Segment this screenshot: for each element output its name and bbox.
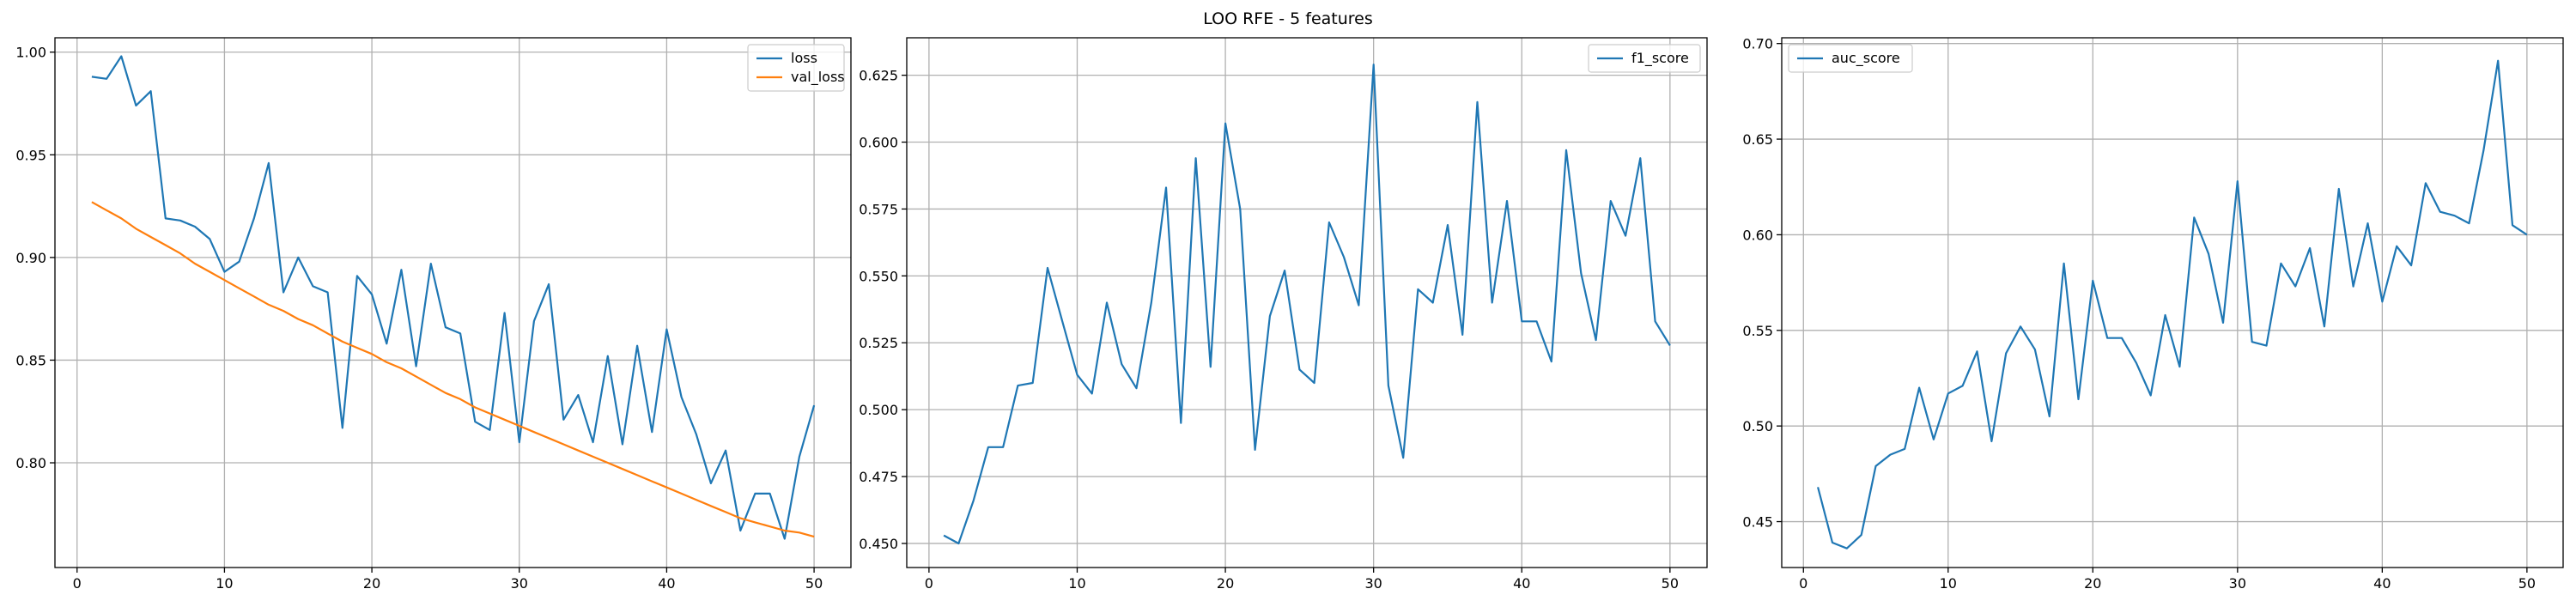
figure-title: LOO RFE - 5 features <box>1203 9 1373 28</box>
x-tick-label: 0 <box>1799 575 1807 592</box>
y-tick-label: 0.500 <box>859 402 898 418</box>
y-tick-label: 0.625 <box>859 68 898 84</box>
x-tick-label: 10 <box>1940 575 1957 592</box>
legend-label: loss <box>791 50 817 66</box>
x-tick-label: 30 <box>1364 575 1382 592</box>
series-line-loss <box>91 55 816 540</box>
x-tick-label: 50 <box>1662 575 1679 592</box>
y-tick-label: 0.475 <box>859 469 898 485</box>
axes-frame <box>54 37 852 568</box>
auc-score-panel: 0 10 20 30 40 50 0.45 0.50 0.55 0.60 0.65 0.70 auc_s… <box>1742 36 2564 592</box>
y-tick-label: 0.95 <box>15 147 46 163</box>
y-tick-label: 1.00 <box>15 45 46 61</box>
legend: auc_score <box>1788 44 1913 73</box>
legend-label: val_loss <box>791 69 845 86</box>
y-tick-label: 0.575 <box>859 201 898 217</box>
loss-panel: 0 10 20 30 40 50 0.80 0.85 0.90 0.95 1.00 loss val_l… <box>15 37 852 592</box>
legend-label: auc_score <box>1832 50 1900 67</box>
x-tick-label: 0 <box>925 575 933 592</box>
x-tick-label: 0 <box>73 575 82 592</box>
series-line-f1-score <box>943 64 1671 545</box>
y-tick-label: 0.45 <box>1742 514 1773 531</box>
x-tick-label: 40 <box>2373 575 2391 592</box>
x-tick-label: 40 <box>1513 575 1530 592</box>
x-tick-label: 20 <box>1217 575 1234 592</box>
y-tick-label: 0.450 <box>859 536 898 552</box>
x-tick-label: 20 <box>363 575 380 592</box>
series-line-auc-score <box>1817 59 2528 549</box>
x-tick-label: 40 <box>658 575 675 592</box>
y-tick-label: 0.60 <box>1742 227 1773 243</box>
series-line-val-loss <box>91 201 815 538</box>
axes-frame <box>906 37 1708 568</box>
x-tick-label: 10 <box>1068 575 1085 592</box>
y-tick-label: 0.85 <box>15 352 46 368</box>
legend: f1_score <box>1588 44 1701 73</box>
y-tick-label: 0.80 <box>15 455 46 471</box>
legend-box <box>1788 44 1913 73</box>
y-tick-label: 0.550 <box>859 268 898 284</box>
x-tick-label: 10 <box>216 575 233 592</box>
axes-frame <box>1781 37 2564 568</box>
x-tick-label: 20 <box>2084 575 2101 592</box>
y-tick-label: 0.55 <box>1742 323 1773 339</box>
y-tick-label: 0.90 <box>15 250 46 266</box>
legend-box <box>747 44 845 92</box>
x-tick-label: 30 <box>2229 575 2246 592</box>
x-tick-label: 50 <box>2518 575 2536 592</box>
y-tick-label: 0.70 <box>1742 36 1773 52</box>
legend-box <box>1588 44 1701 73</box>
x-tick-label: 50 <box>805 575 823 592</box>
legend: loss val_loss <box>747 44 845 92</box>
f1-score-panel: 0 10 20 30 40 50 0.450 0.475 0.500 0.525 0.550 0.57… <box>859 37 1708 592</box>
y-tick-label: 0.50 <box>1742 418 1773 434</box>
y-tick-label: 0.600 <box>859 135 898 151</box>
y-tick-label: 0.525 <box>859 335 898 351</box>
x-tick-label: 30 <box>511 575 528 592</box>
y-tick-label: 0.65 <box>1742 131 1773 148</box>
legend-label: f1_score <box>1631 50 1689 67</box>
